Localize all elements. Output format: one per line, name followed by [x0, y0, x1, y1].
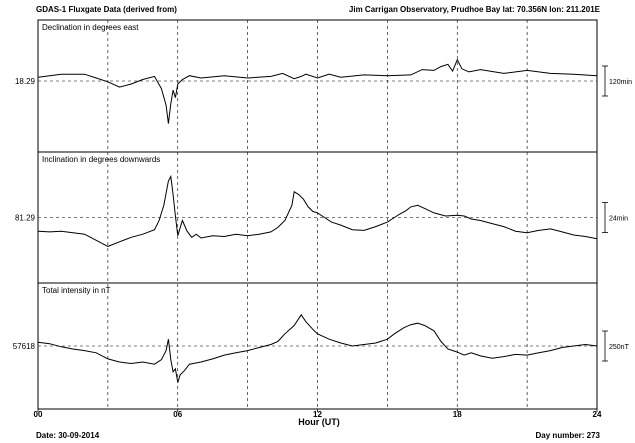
scale-label: 250nT: [609, 344, 630, 351]
panels-group: Declination in degrees east 18.29 120min In…: [13, 19, 632, 419]
series-line: [37, 174, 598, 247]
series-line: [37, 58, 598, 124]
x-tick-label: 00: [34, 410, 43, 419]
panel-title: Declination in degrees east: [42, 23, 139, 32]
panel-title: Total intensity in nT: [42, 286, 111, 295]
x-axis-label: Hour (UT): [298, 417, 340, 427]
scale-label: 24min: [609, 216, 628, 223]
series-line: [37, 313, 598, 383]
panel-center-label: 18.29: [15, 77, 36, 86]
panel-center-label: 57618: [13, 342, 36, 351]
x-tick-label: 18: [453, 410, 462, 419]
footer-date: Date: 30-09-2014: [36, 431, 100, 440]
footer-day-number: Day number: 273: [536, 431, 601, 440]
header-right-title: Jim Carrigan Observatory, Prudhoe Bay la…: [349, 5, 601, 14]
x-tick-label: 24: [593, 410, 602, 419]
x-tick-label: 06: [173, 410, 182, 419]
x-tick-label: 12: [313, 410, 322, 419]
scale-label: 120min: [609, 79, 632, 86]
panel-title: Inclination in degrees downwards: [42, 155, 160, 164]
panel-center-label: 81.29: [15, 214, 36, 223]
header-left-title: GDAS-1 Fluxgate Data (derived from): [36, 5, 177, 14]
